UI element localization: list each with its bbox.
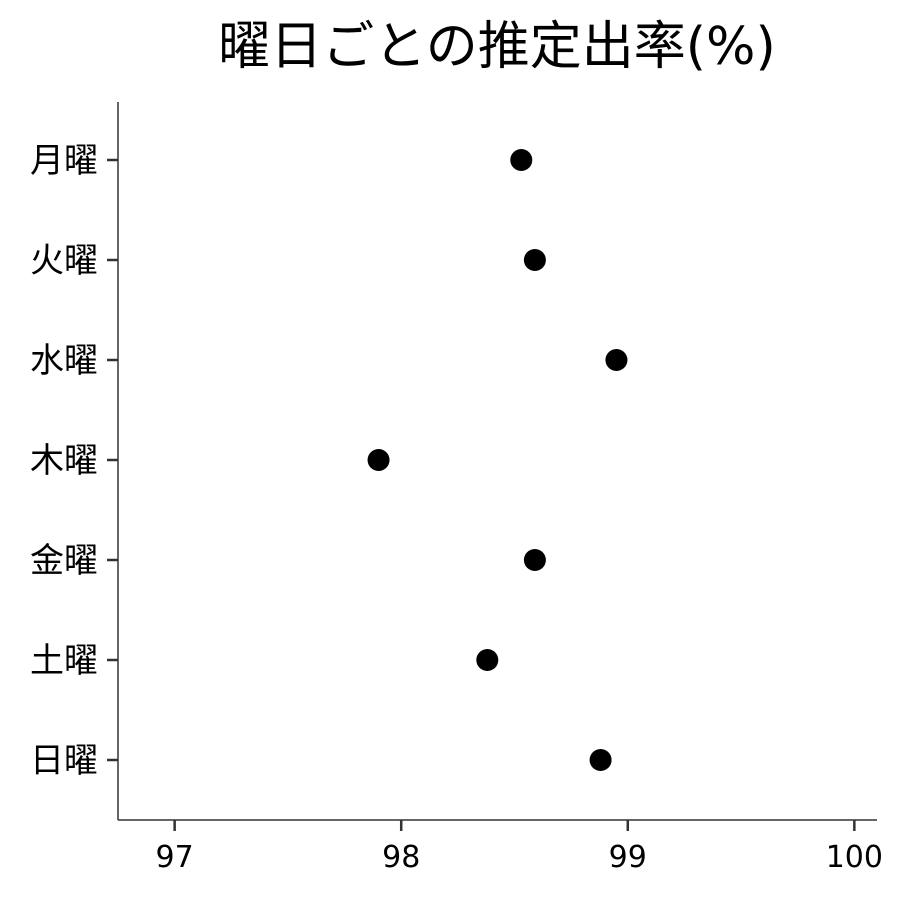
x-tick-label-1: 98 bbox=[382, 840, 420, 875]
data-point-2 bbox=[605, 349, 628, 371]
y-tick-label-4: 金曜 bbox=[30, 541, 98, 581]
y-tick-label-3: 木曜 bbox=[30, 441, 98, 481]
data-point-4 bbox=[523, 549, 546, 571]
data-point-3 bbox=[367, 449, 390, 471]
data-point-1 bbox=[523, 249, 546, 271]
data-points bbox=[367, 149, 628, 771]
y-tick-label-1: 火曜 bbox=[30, 241, 98, 281]
chart-title: 曜日ごとの推定出率(%) bbox=[218, 17, 775, 77]
x-tick-label-2: 99 bbox=[609, 840, 647, 875]
data-point-0 bbox=[510, 149, 533, 171]
data-point-6 bbox=[589, 749, 612, 771]
y-tick-label-0: 月曜 bbox=[30, 141, 98, 181]
x-axis-ticks: 97 98 99 100 bbox=[156, 820, 883, 875]
y-tick-label-6: 日曜 bbox=[30, 741, 98, 781]
x-tick-label-0: 97 bbox=[156, 840, 194, 875]
data-point-5 bbox=[476, 649, 499, 671]
x-tick-label-3: 100 bbox=[826, 840, 883, 875]
y-tick-label-5: 土曜 bbox=[30, 641, 98, 681]
y-tick-label-2: 水曜 bbox=[30, 341, 98, 381]
